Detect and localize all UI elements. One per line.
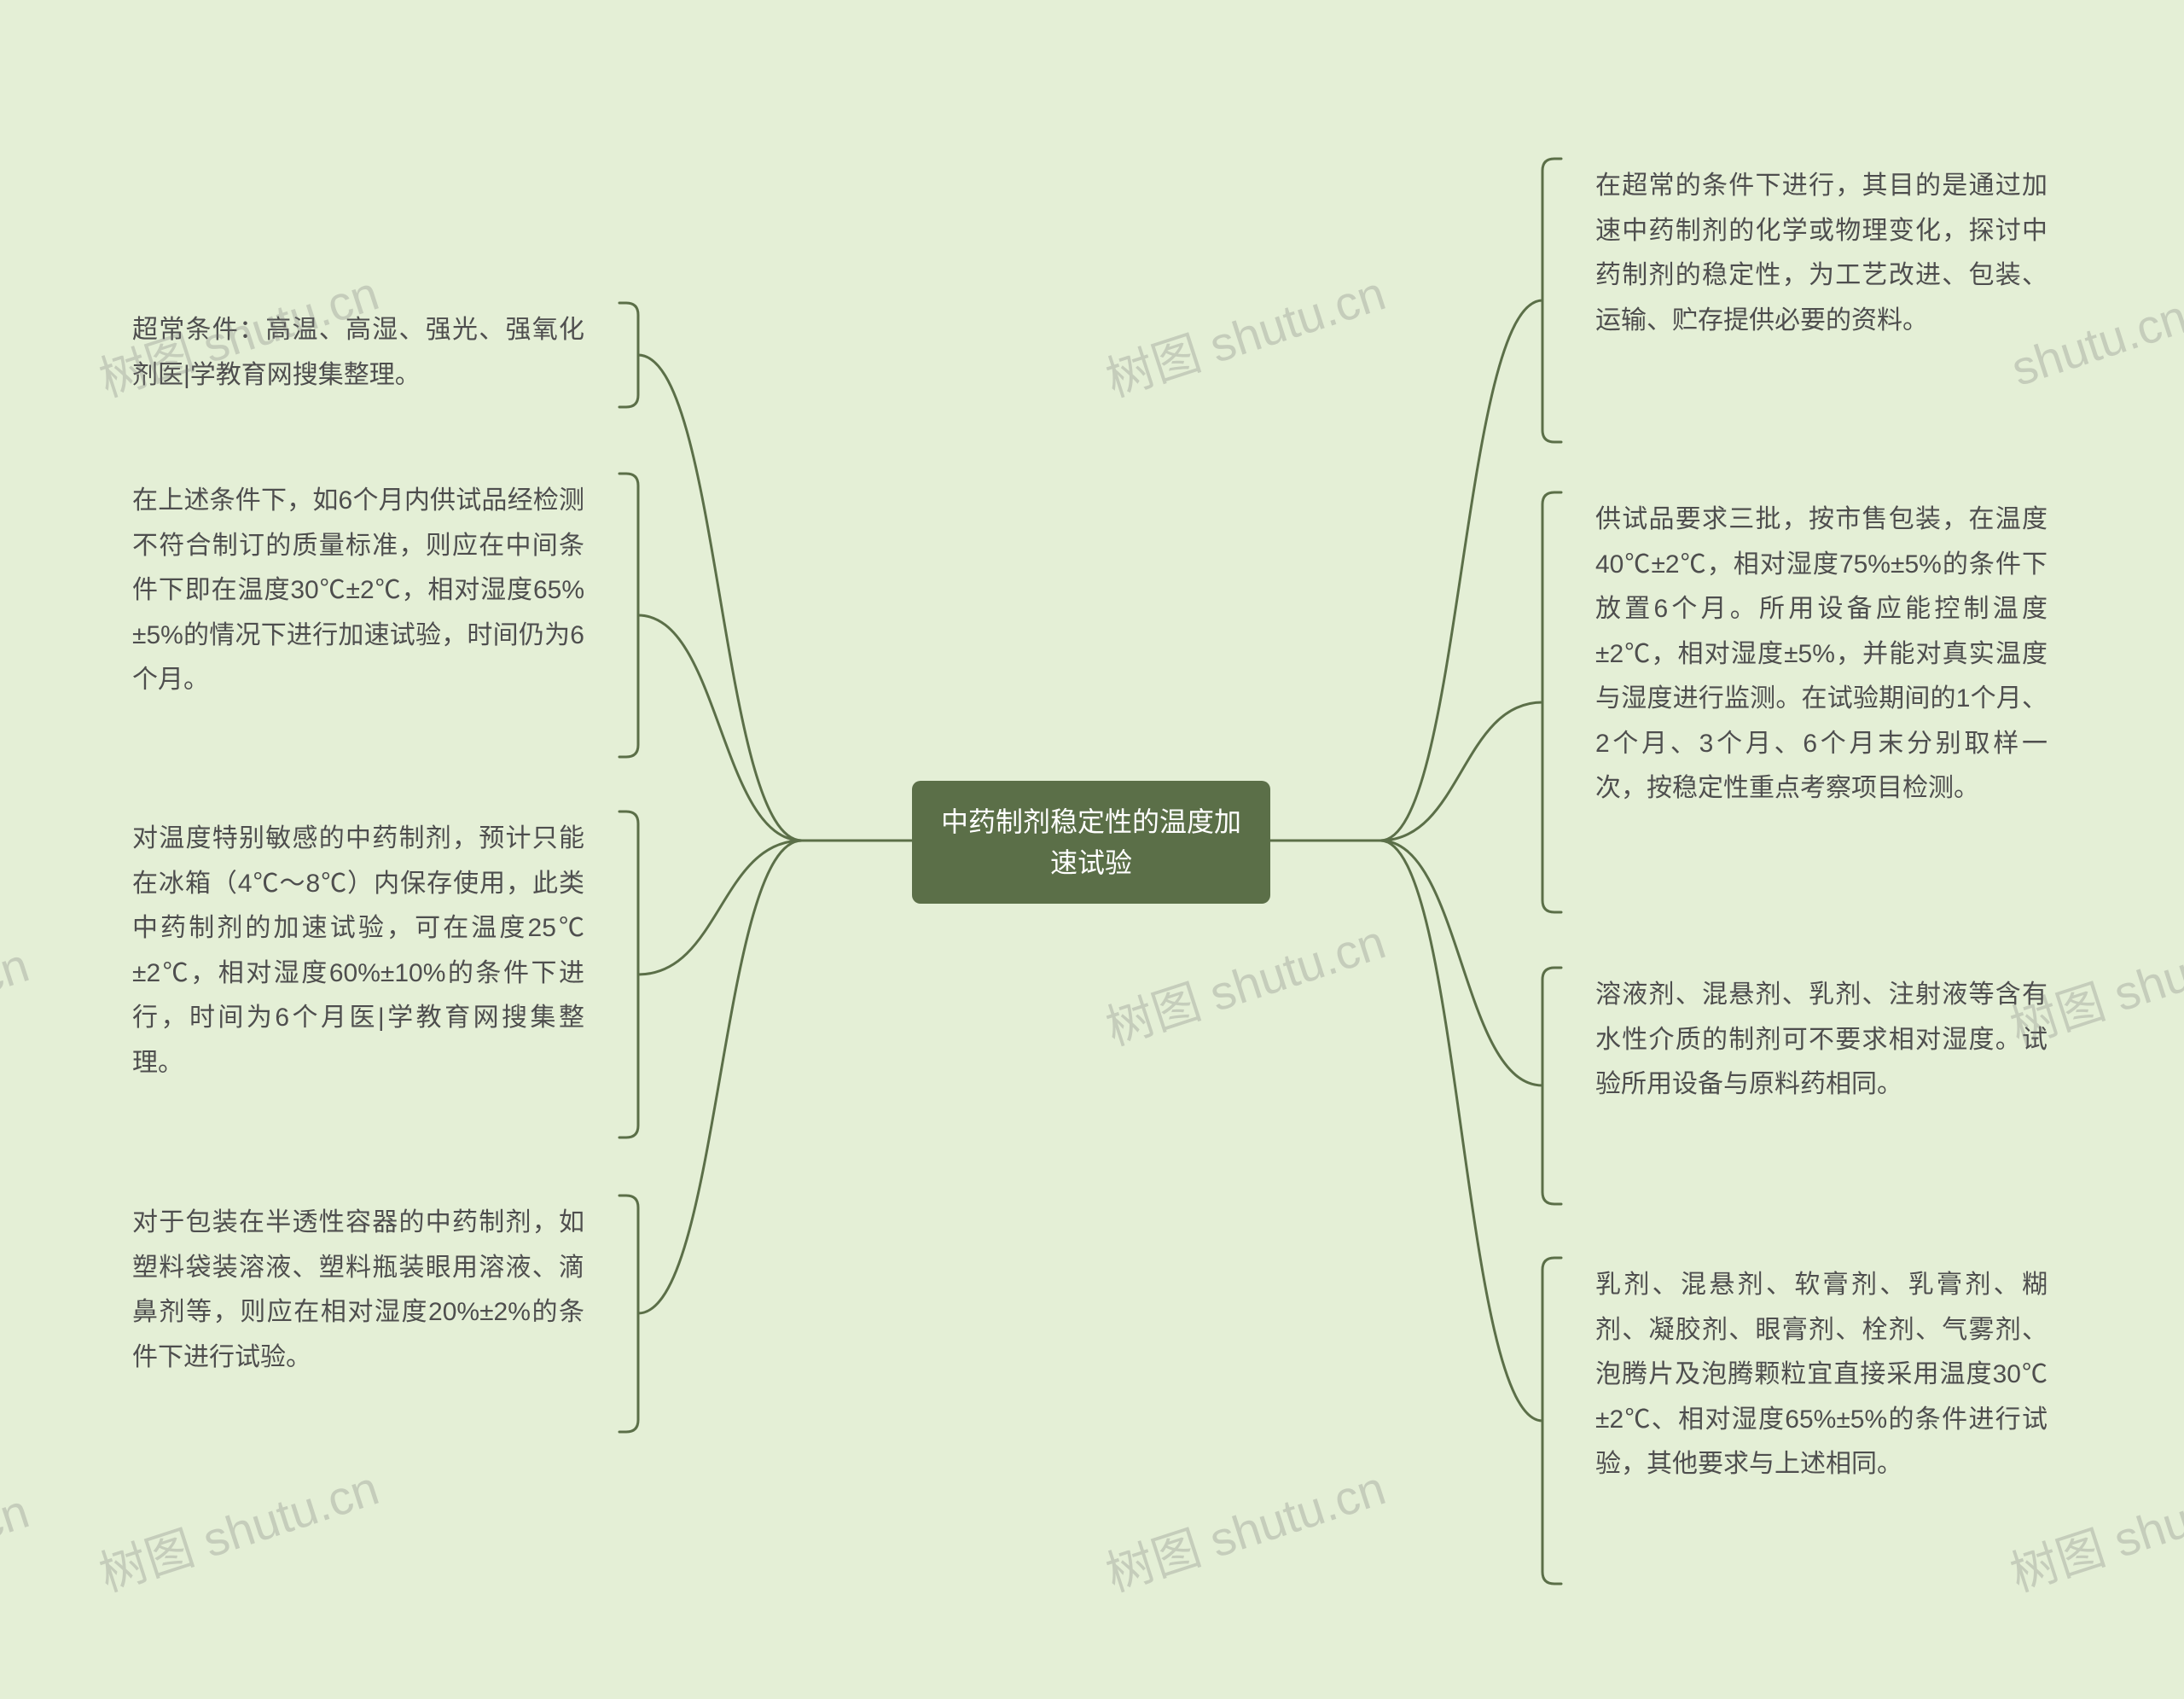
watermark-4: 树图 shutu.cn (1096, 904, 1393, 1059)
right-leaf-1: 供试品要求三批，按市售包装，在温度40℃±2℃，相对湿度75%±5%的条件下放置… (1595, 497, 2048, 812)
watermark-1: 树图 shutu.cn (1096, 255, 1393, 410)
watermark-7: 树图 shutu.cn (90, 1450, 386, 1605)
center-title-line2: 速试验 (1050, 847, 1132, 878)
left-leaf-0: 超常条件：高温、高湿、强光、强氧化剂医|学教育网搜集整理。 (132, 308, 584, 398)
right-leaf-0: 在超常的条件下进行，其目的是通过加速中药制剂的化学或物理变化，探讨中药制剂的稳定… (1595, 164, 2048, 343)
left-leaf-3: 对于包装在半透性容器的中药制剂，如塑料袋装溶液、塑料瓶装眼用溶液、滴鼻剂等，则应… (132, 1201, 584, 1380)
center-title-line1: 中药制剂稳定性的温度加 (941, 806, 1241, 837)
watermark-6: shutu.cn (0, 1483, 35, 1591)
left-leaf-1: 在上述条件下，如6个月内供试品经检测不符合制订的质量标准，则应在中间条件下即在温… (132, 479, 584, 703)
watermark-8: 树图 shutu.cn (1096, 1450, 1393, 1605)
left-leaf-2: 对温度特别敏感的中药制剂，预计只能在冰箱（4℃～8℃）内保存使用，此类中药制剂的… (132, 817, 584, 1085)
right-leaf-3: 乳剂、混悬剂、软膏剂、乳膏剂、糊剂、凝胶剂、眼膏剂、栓剂、气雾剂、泡腾片及泡腾颗… (1595, 1263, 2048, 1487)
watermark-3: shutu.cn (0, 937, 35, 1045)
right-leaf-2: 溶液剂、混悬剂、乳剂、注射液等含有水性介质的制剂可不要求相对湿度。试验所用设备与… (1595, 973, 2048, 1108)
center-node: 中药制剂稳定性的温度加 速试验 (912, 781, 1270, 904)
